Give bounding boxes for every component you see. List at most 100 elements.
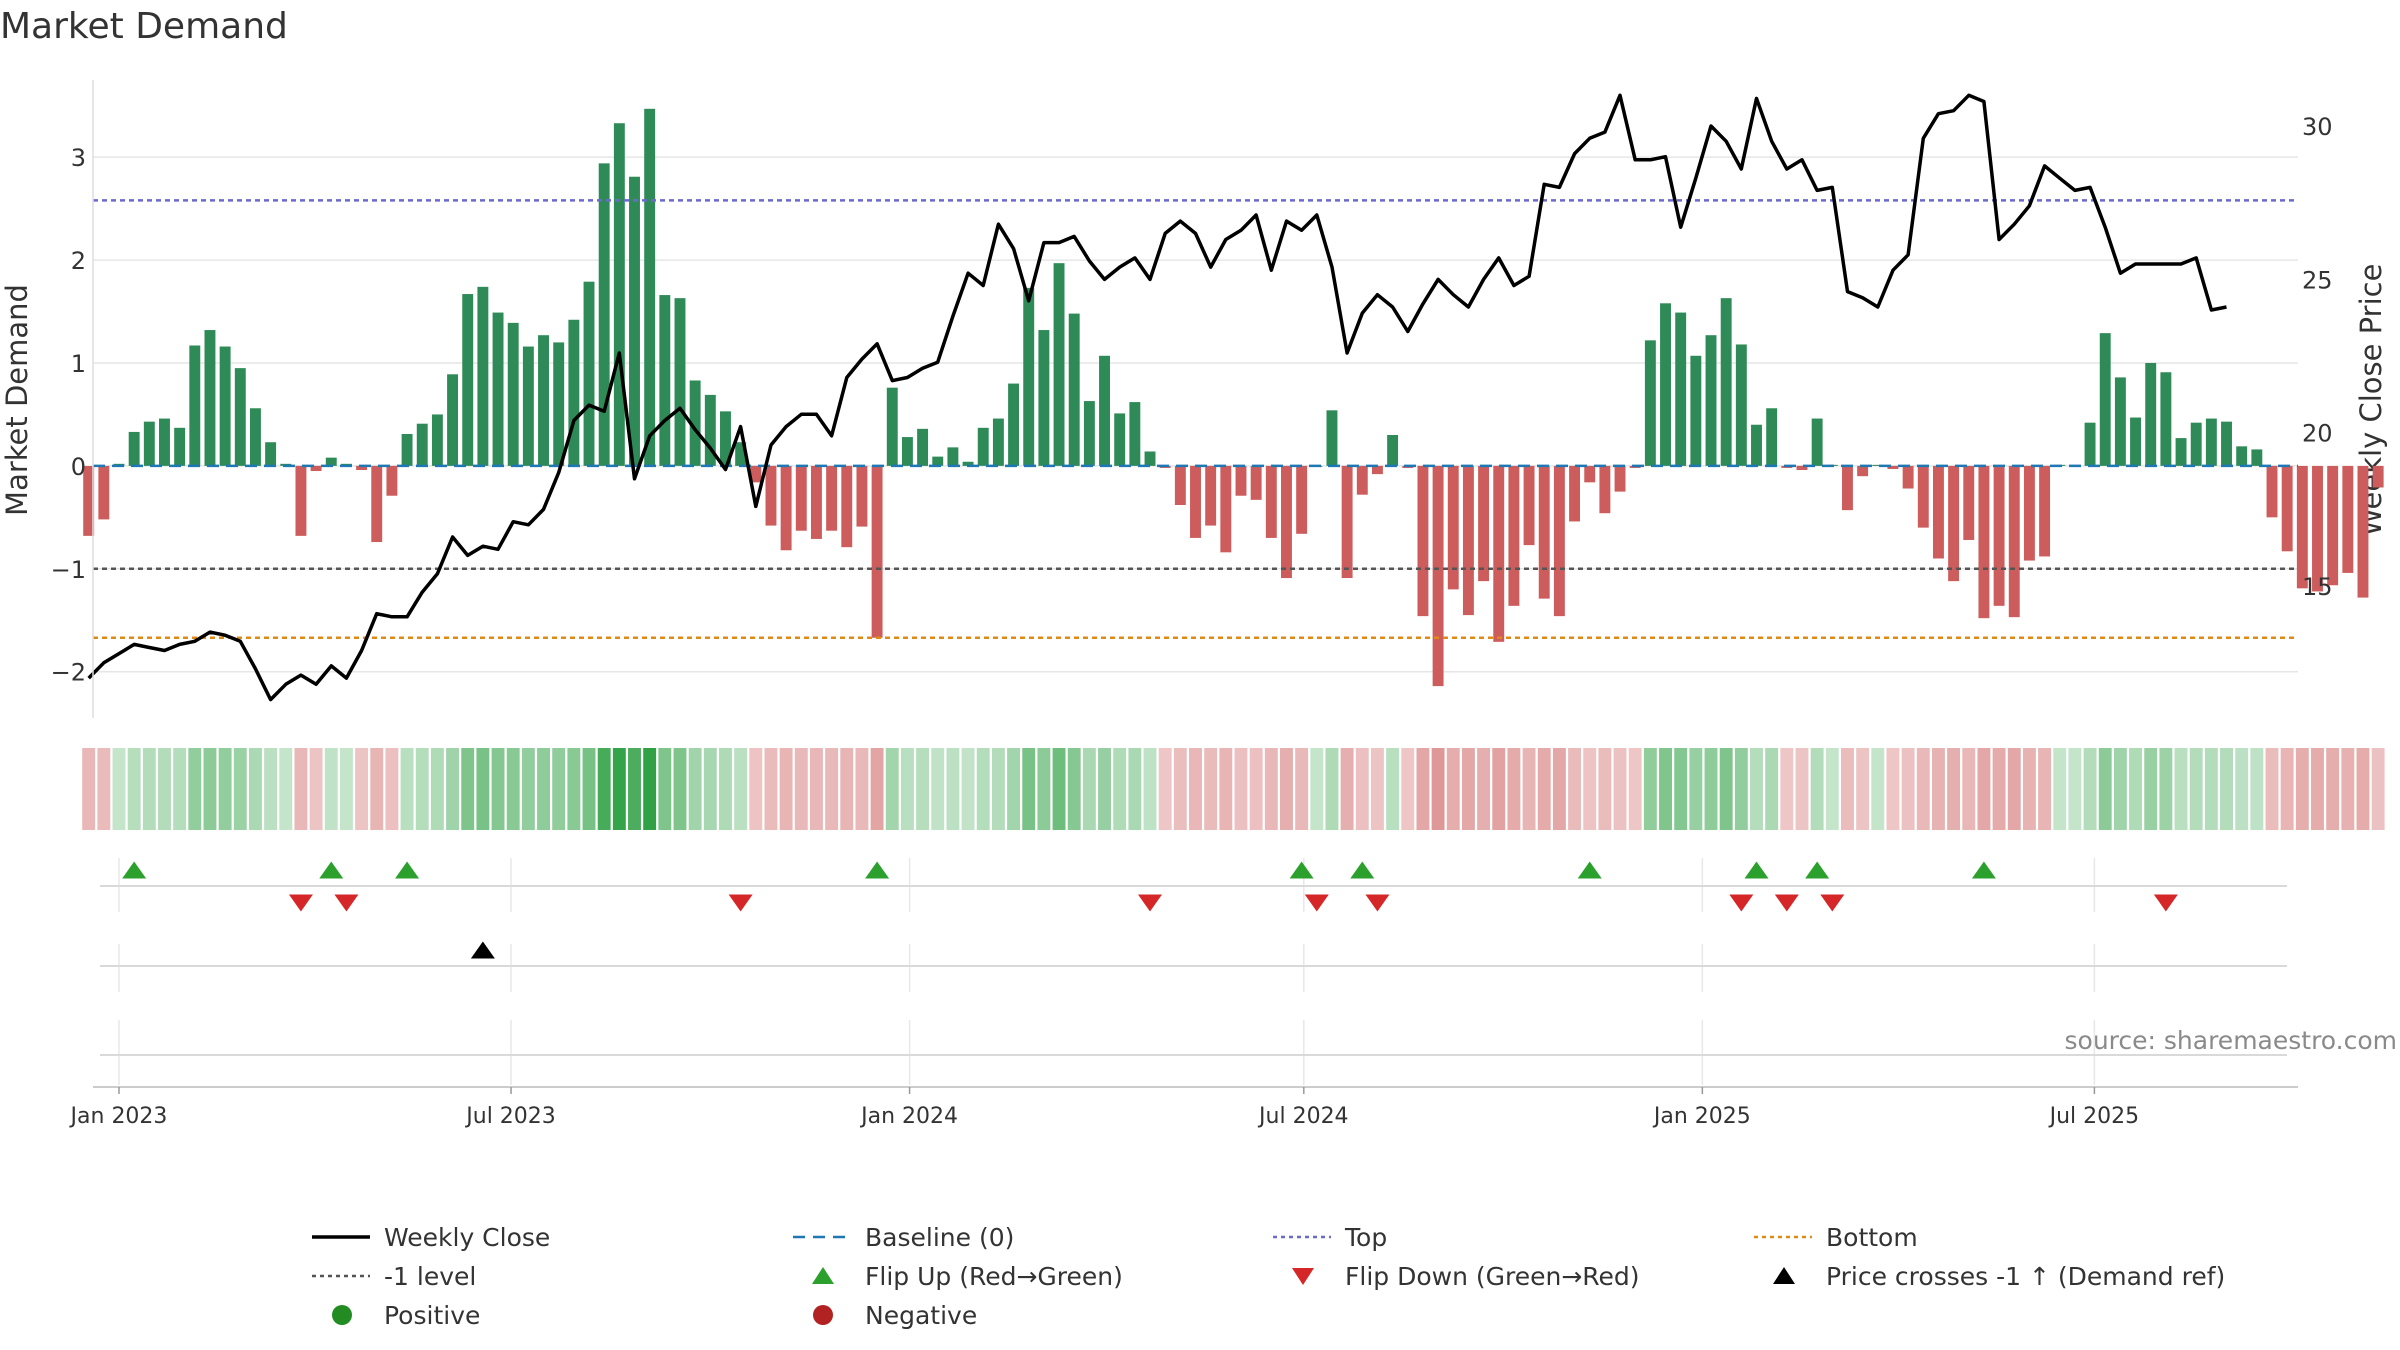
legend-swatch: [1292, 1268, 1314, 1285]
x-tick-label: Jul 2023: [464, 1104, 556, 1129]
price-cross-marker: [470, 941, 495, 959]
heat-cell: [931, 748, 945, 830]
heat-cell: [1052, 748, 1066, 830]
heat-cell: [294, 748, 308, 830]
demand-bar: [1356, 465, 1368, 495]
heat-cell: [248, 748, 262, 830]
heat-cell: [1128, 748, 1142, 830]
heat-cell: [1113, 748, 1127, 830]
demand-bar: [1917, 465, 1929, 528]
heat-cell: [1643, 748, 1657, 830]
y-tick-label: 2: [71, 247, 86, 275]
heat-cell: [2007, 748, 2021, 830]
heat-cell: [597, 748, 611, 830]
legend-label: Flip Down (Green→Red): [1345, 1262, 1640, 1291]
demand-bar: [1902, 465, 1914, 489]
demand-bar: [174, 427, 186, 466]
legend-swatch: [812, 1267, 834, 1284]
heat-cell: [173, 748, 187, 830]
heat-cell: [1795, 748, 1809, 830]
heat-cell: [1173, 748, 1187, 830]
demand-bar: [1478, 465, 1490, 582]
heat-cell: [2113, 748, 2127, 830]
demand-bar: [856, 465, 868, 527]
flip-up-marker: [319, 861, 344, 879]
x-tick-label: Jul 2024: [1257, 1104, 1349, 1129]
demand-bar: [2130, 417, 2142, 466]
y-axis-label: Market Demand: [0, 284, 34, 516]
demand-bar: [1008, 383, 1020, 466]
demand-bar: [553, 342, 565, 466]
heat-cell: [688, 748, 702, 830]
legend-label: Flip Up (Red→Green): [865, 1262, 1123, 1291]
demand-bar: [977, 427, 989, 466]
y-tick-label: 1: [71, 350, 86, 378]
demand-bar: [2296, 465, 2308, 589]
heat-cell: [2038, 748, 2052, 830]
legend-label: Baseline (0): [865, 1223, 1014, 1252]
demand-bar: [1417, 465, 1429, 617]
flip-up-marker: [122, 861, 147, 879]
heat-cell: [127, 748, 141, 830]
heat-cell: [2280, 748, 2294, 830]
legend-swatch: [1773, 1267, 1795, 1284]
demand-bar: [2312, 465, 2323, 592]
demand-bar: [204, 330, 216, 466]
heat-cell: [976, 748, 990, 830]
demand-bar: [2357, 465, 2369, 598]
demand-bar: [2205, 418, 2217, 466]
heat-cell: [809, 748, 823, 830]
heat-cell: [1765, 748, 1779, 830]
demand-bar: [1083, 401, 1095, 466]
demand-bar: [431, 414, 443, 466]
demand-bar: [1205, 465, 1217, 526]
heat-cell: [1780, 748, 1794, 830]
demand-bar: [1174, 465, 1186, 505]
heat-cell: [2356, 748, 2370, 830]
demand-bar: [295, 465, 307, 536]
demand-bar: [1250, 465, 1262, 500]
demand-bar: [492, 312, 504, 466]
demand-bar: [750, 465, 762, 483]
chart-title: Market Demand: [0, 6, 288, 47]
heat-cell: [1189, 748, 1202, 830]
heat-cell: [1856, 748, 1870, 830]
demand-bar: [416, 423, 428, 466]
demand-bar: [1508, 465, 1520, 606]
demand-bar: [583, 281, 595, 466]
demand-bar: [538, 335, 549, 466]
demand-bar: [2008, 465, 2020, 618]
heat-cell: [339, 748, 353, 830]
heat-cell: [521, 748, 535, 830]
heat-cell: [1143, 748, 1157, 830]
demand-bar: [1811, 418, 1823, 466]
demand-bar: [234, 368, 246, 466]
heat-cell: [400, 748, 414, 830]
demand-bar: [1296, 465, 1308, 534]
heat-cell: [1962, 748, 1976, 830]
demand-bar: [629, 176, 640, 466]
x-tick-label: Jul 2025: [2048, 1104, 2140, 1129]
demand-bar: [765, 465, 777, 526]
heat-cell: [870, 748, 884, 830]
demand-bar: [1872, 464, 1884, 466]
demand-bar: [2039, 465, 2051, 557]
heat-cell: [2189, 748, 2203, 830]
heat-cell: [1264, 748, 1278, 830]
demand-bar: [1265, 465, 1277, 538]
source-label: source: sharemaestro.com: [2065, 1026, 2398, 1055]
legend-label: Positive: [384, 1301, 480, 1330]
flip-down-marker: [1820, 894, 1845, 912]
heat-cell: [1841, 748, 1854, 830]
heat-cell: [840, 748, 854, 830]
demand-bar: [159, 418, 170, 466]
demand-bar: [1614, 465, 1626, 492]
heat-cell: [1249, 748, 1263, 830]
heat-cell: [1416, 748, 1430, 830]
flip-up-marker: [1577, 861, 1602, 879]
demand-bar: [1857, 465, 1869, 477]
heat-cell: [612, 748, 626, 830]
demand-bar: [1447, 465, 1459, 590]
heat-cell: [2098, 748, 2112, 830]
